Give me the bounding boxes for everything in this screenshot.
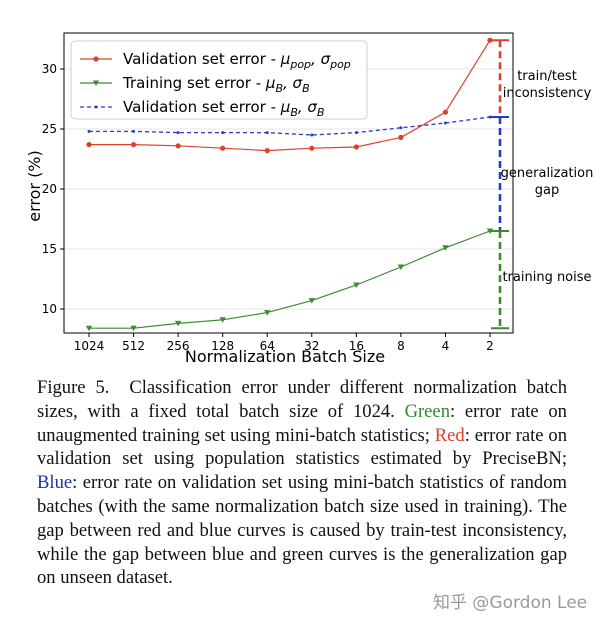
caption-label: Figure 5. [37,377,110,398]
data-point [309,145,315,151]
legend-marker [93,56,99,62]
figure-caption: Figure 5. Classification error under dif… [37,376,567,590]
y-tick-label: 20 [42,182,57,196]
data-point [397,264,405,270]
data-point [443,121,447,125]
data-point [486,228,494,234]
data-point [130,325,137,332]
legend-marker [94,105,98,109]
data-point [353,282,360,288]
x-tick-label: 16 [349,339,364,353]
caption-text-3: : error rate on validation set using pop… [37,424,567,470]
data-point [354,131,358,135]
x-tick-label: 4 [442,339,450,353]
legend-label: Validation set error - μB, σB [123,98,324,119]
caption-blue-word: Blue [37,472,73,494]
caption-text-4: : error rate on validation set using min… [37,472,567,589]
annotation-generalization: generalization [501,166,594,181]
x-tick-label: 64 [260,339,275,353]
legend: Validation set error - μpop, σpop Trainin… [70,40,368,120]
caption-green-word: Green [404,400,450,422]
series-line-0 [89,39,491,152]
x-tick-label: 32 [304,339,319,353]
caption-text-1: Classification error under different nor… [37,377,568,422]
data-point [353,144,359,150]
data-point [264,148,270,154]
data-point [175,143,181,149]
x-tick-label: 8 [397,339,405,353]
series-line-2 [89,116,491,136]
y-tick-label: 30 [42,62,57,76]
annotation-train-test: inconsistency [503,86,592,101]
x-tick-label: 1024 [74,339,105,353]
annotation-generalization: gap [535,183,559,198]
x-tick-label: 512 [122,339,145,353]
data-point [85,325,93,332]
legend-label: Validation set error - μpop, σpop [123,50,351,71]
series-line-1 [89,230,491,329]
data-point [487,37,493,43]
legend-marker [92,80,100,86]
data-point [132,129,136,133]
data-point [130,142,137,148]
x-tick-label: 128 [211,339,234,353]
annotations: train/test inconsistency generalization gap… [491,39,594,330]
data-point [442,109,449,115]
legend-box [70,40,368,120]
data-point [488,115,492,119]
data-point [174,320,182,327]
annotation-train-test: train/test [517,69,577,84]
data-point [221,131,225,135]
data-point [220,145,226,151]
data-point [219,317,226,323]
data-point [264,310,271,316]
error-chart: 10 15 20 25 30 1024 512 256 128 64 32 16 8 4 2 train/t… [25,32,594,366]
y-tick-label: 25 [42,122,57,136]
y-tick-label: 10 [42,302,57,316]
y-tick-label: 15 [42,242,57,256]
data-point [310,133,314,137]
plot-frame [63,32,514,334]
x-tick-label: 2 [486,339,494,353]
x-axis-label: Normalization Batch Size [185,347,385,366]
caption-text-2: : error rate on unaugmented training set… [37,400,567,446]
axes: 10 15 20 25 30 1024 512 256 128 64 32 16 8 4 2 [42,32,514,353]
data-point [442,245,449,251]
legend-label: Training set error - μB, σB [122,74,310,95]
data-point [398,134,404,140]
data-point [399,126,403,130]
caption-red-word: Red [434,424,465,446]
data-point [308,298,315,304]
x-tick-label: 256 [167,339,190,353]
annotation-training-noise: training noise [502,270,591,285]
data-point [86,142,92,148]
watermark: 知乎 @Gordon Lee [433,593,588,613]
series-layer [85,37,494,332]
y-axis-label: error (%) [25,150,44,222]
data-point [176,131,180,135]
data-point [265,131,269,135]
data-point [87,129,91,133]
